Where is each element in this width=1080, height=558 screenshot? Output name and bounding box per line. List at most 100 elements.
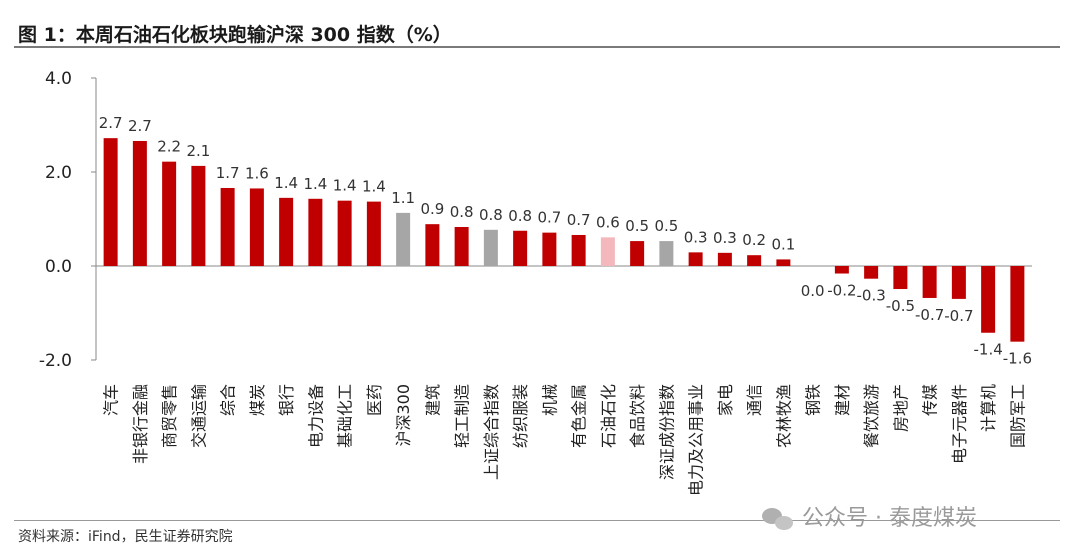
bar xyxy=(630,241,645,266)
source-note: 资料来源：iFind，民生证券研究院 xyxy=(18,529,233,545)
category-label: 农林牧渔 xyxy=(774,384,793,448)
y-tick-label: 2.0 xyxy=(45,163,72,183)
bar xyxy=(747,255,762,266)
data-label: 1.4 xyxy=(274,174,298,192)
data-label: 0.1 xyxy=(771,235,795,253)
category-label: 深证成份指数 xyxy=(657,384,676,480)
category-label: 汽车 xyxy=(102,384,121,416)
bar xyxy=(162,161,177,266)
category-label: 钢铁 xyxy=(804,384,823,416)
watermark-text: 公众号 · 泰度煤炭 xyxy=(802,506,977,531)
bar xyxy=(864,266,879,279)
bar xyxy=(688,252,703,266)
category-label: 传媒 xyxy=(921,384,940,416)
category-label: 医药 xyxy=(365,384,384,416)
category-label: 有色金属 xyxy=(570,384,589,448)
chart-axes: 4.0 2.0 0.0 -2.0 xyxy=(39,69,1032,371)
data-label: 0.5 xyxy=(625,217,649,235)
category-label: 通信 xyxy=(745,384,764,416)
data-label: 0.5 xyxy=(654,217,678,235)
bar xyxy=(249,188,264,266)
category-label: 沪深300 xyxy=(394,384,413,447)
bar xyxy=(513,230,528,266)
y-tick-label: 4.0 xyxy=(45,69,72,89)
category-label: 煤炭 xyxy=(248,384,267,416)
y-tick-label: 0.0 xyxy=(45,257,72,277)
bar xyxy=(396,212,411,266)
data-label: 0.8 xyxy=(508,207,532,225)
category-label: 国防军工 xyxy=(1008,384,1027,448)
bar xyxy=(981,266,996,333)
data-label: 0.7 xyxy=(537,209,561,227)
data-label: 2.7 xyxy=(128,117,152,135)
bar xyxy=(776,259,791,266)
data-label: 2.2 xyxy=(157,138,181,156)
bar-series xyxy=(103,138,1025,342)
category-label: 轻工制造 xyxy=(453,384,472,448)
bar xyxy=(659,241,674,266)
data-label: 1.4 xyxy=(333,177,357,195)
category-label: 建材 xyxy=(833,384,852,416)
data-label: -0.7 xyxy=(944,307,973,325)
category-label: 非银行金融 xyxy=(131,384,150,464)
data-label: 0.0 xyxy=(801,282,825,300)
bar xyxy=(220,187,235,266)
data-label: 2.1 xyxy=(186,142,210,160)
footer-divider xyxy=(14,520,1060,521)
category-label: 纺织服装 xyxy=(511,384,530,448)
bar xyxy=(191,165,206,266)
category-label: 上证综合指数 xyxy=(482,384,501,480)
data-label: 0.3 xyxy=(713,229,737,247)
data-label: 0.6 xyxy=(596,213,620,231)
category-label: 房地产 xyxy=(891,384,910,432)
category-label: 机械 xyxy=(540,384,559,416)
category-label: 餐饮旅游 xyxy=(862,384,881,448)
category-label: 电力及公用事业 xyxy=(687,384,706,496)
bar xyxy=(337,200,352,266)
bar xyxy=(542,232,557,266)
data-label: 0.8 xyxy=(450,203,474,221)
bar xyxy=(483,229,498,266)
data-label: -0.2 xyxy=(827,282,856,300)
bar xyxy=(834,266,849,274)
bar xyxy=(425,224,440,266)
category-label: 银行 xyxy=(277,384,296,416)
data-label: 1.6 xyxy=(245,164,269,182)
data-label: -0.3 xyxy=(856,287,885,305)
data-labels: 2.7 2.7 2.2 2.1 1.7 1.6 1.4 1.4 1.4 1.4 1.1 0.9 0.8 0… xyxy=(99,114,1032,368)
category-label: 交通运输 xyxy=(189,384,208,448)
bar xyxy=(893,266,908,290)
category-labels: 汽车 非银行金融 商贸零售 交通运输 综合 煤炭 银行 电力设备 基础化工 医药 沪深300 建筑 轻工… xyxy=(102,384,1028,496)
data-label: -1.4 xyxy=(973,341,1002,359)
category-label: 基础化工 xyxy=(336,384,355,448)
category-label: 电子元器件 xyxy=(950,384,969,464)
data-label: 1.1 xyxy=(391,189,415,207)
category-label: 家电 xyxy=(716,384,735,416)
wechat-icon xyxy=(762,506,794,532)
bar xyxy=(454,226,469,266)
title-divider xyxy=(14,46,1060,48)
data-label: 2.7 xyxy=(99,114,123,132)
watermark: 公众号 · 泰度煤炭 xyxy=(762,500,977,532)
data-label: 1.4 xyxy=(362,178,386,196)
bar xyxy=(922,266,937,298)
category-label: 电力设备 xyxy=(306,384,325,448)
bar xyxy=(1010,266,1025,342)
data-label: 1.4 xyxy=(303,175,327,193)
category-label: 建筑 xyxy=(423,384,442,416)
category-label: 食品饮料 xyxy=(628,384,647,448)
data-label: 0.8 xyxy=(479,206,503,224)
bar-chart: 4.0 2.0 0.0 -2.0 2.7 2.7 2.2 2.1 1.7 1.6 1.4 1.4 1.… xyxy=(39,69,1032,496)
bar xyxy=(366,201,381,266)
bar xyxy=(600,237,615,266)
category-label: 综合 xyxy=(219,384,238,416)
bar xyxy=(951,266,966,299)
chart-title: 图 1：本周石油石化板块跑输沪深 300 指数（%） xyxy=(18,24,452,46)
data-label: 0.3 xyxy=(684,228,708,246)
bar xyxy=(717,252,732,266)
data-label: -1.6 xyxy=(1003,350,1032,368)
data-label: -0.7 xyxy=(915,306,944,324)
bar xyxy=(571,234,586,266)
data-label: 0.9 xyxy=(420,200,444,218)
data-label: 0.7 xyxy=(567,211,591,229)
